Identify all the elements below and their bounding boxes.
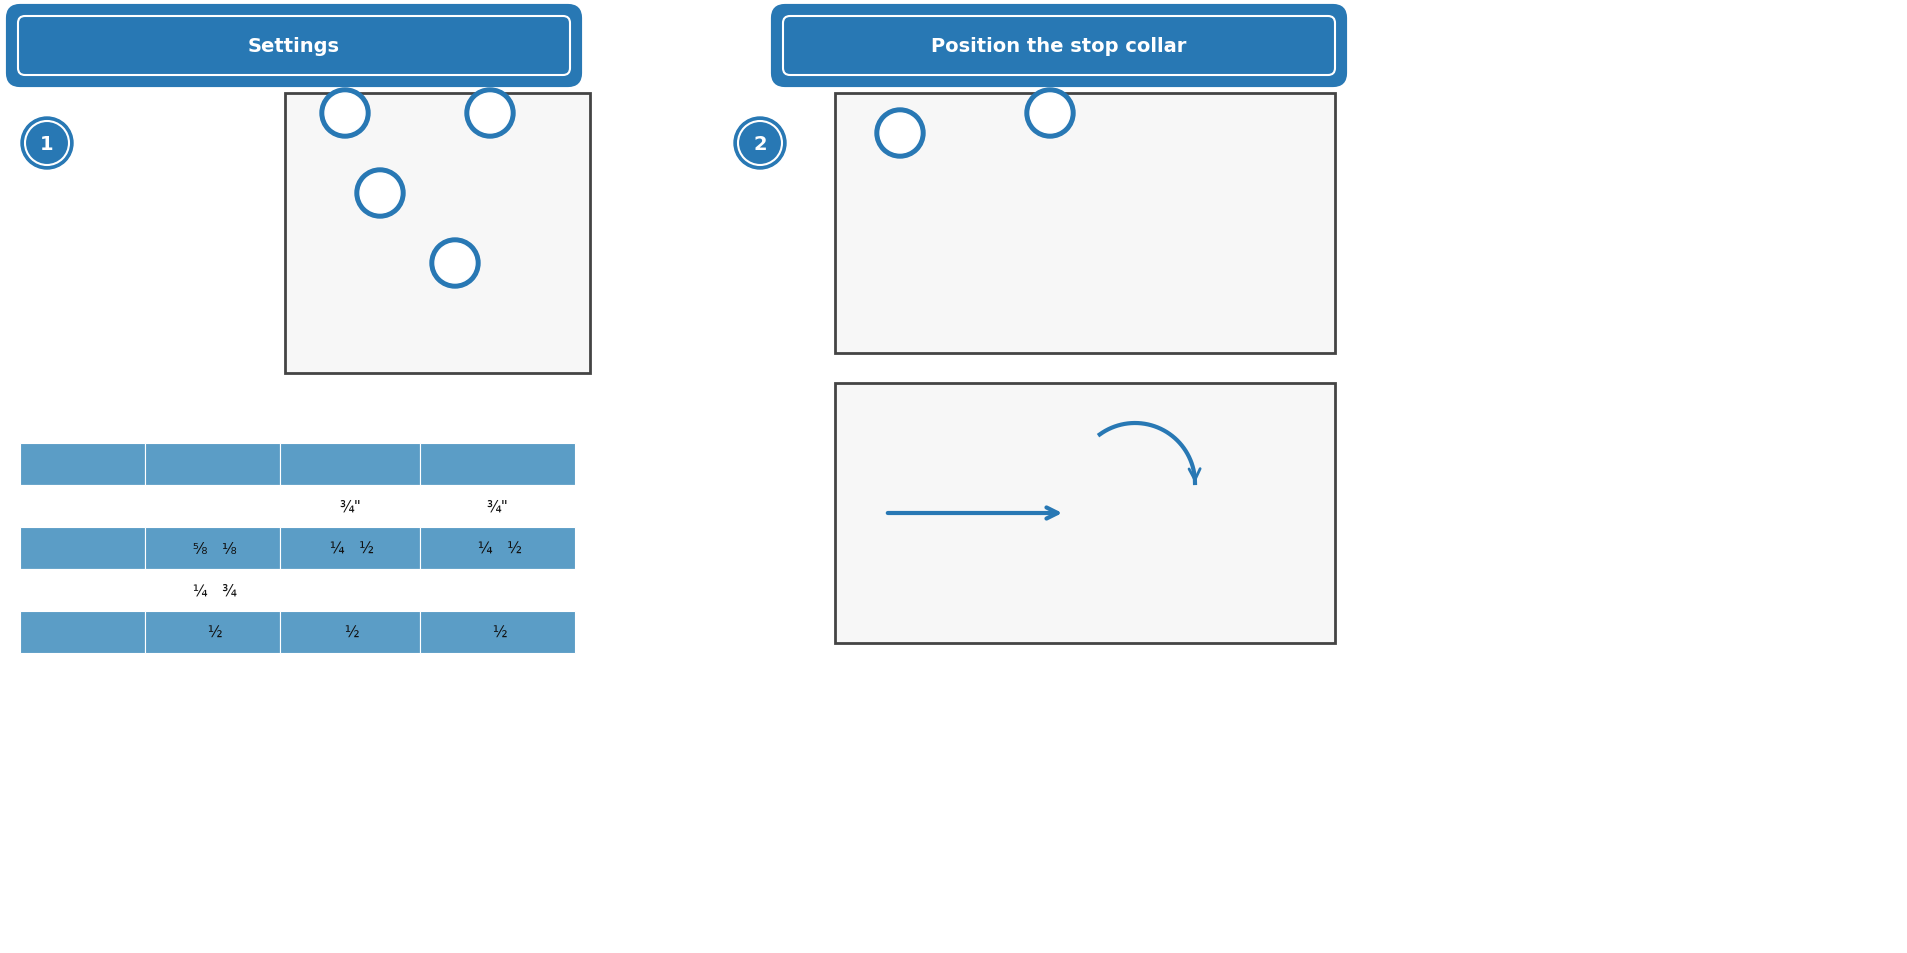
Text: 1: 1	[40, 134, 53, 153]
Circle shape	[429, 239, 481, 289]
Circle shape	[1024, 89, 1074, 139]
Circle shape	[355, 169, 404, 219]
Circle shape	[320, 89, 370, 139]
Circle shape	[875, 109, 925, 159]
Text: 2: 2	[753, 134, 767, 153]
Circle shape	[469, 94, 509, 133]
Bar	[835, 384, 1335, 643]
Bar	[145, 443, 280, 485]
Text: ½: ½	[339, 625, 360, 639]
FancyBboxPatch shape	[8, 7, 580, 86]
Bar	[19, 612, 145, 654]
FancyBboxPatch shape	[772, 7, 1344, 86]
Bar	[19, 527, 145, 569]
Bar	[280, 569, 420, 612]
Circle shape	[324, 94, 364, 133]
Text: ¾": ¾"	[486, 499, 507, 514]
Text: Settings: Settings	[248, 37, 339, 56]
Bar	[420, 443, 574, 485]
Text: ¾": ¾"	[339, 499, 360, 514]
Circle shape	[1030, 94, 1070, 133]
Circle shape	[734, 118, 786, 170]
Bar	[19, 569, 145, 612]
Text: ¼   ¾: ¼ ¾	[189, 583, 236, 598]
Text: ¼   ½: ¼ ½	[326, 541, 374, 556]
Bar	[19, 485, 145, 527]
Circle shape	[21, 118, 72, 170]
Bar	[19, 443, 145, 485]
Text: ⁵⁄₈   ¹⁄₈: ⁵⁄₈ ¹⁄₈	[189, 541, 236, 556]
Text: ½: ½	[202, 625, 223, 639]
Bar	[280, 485, 420, 527]
Bar	[280, 443, 420, 485]
Bar	[420, 569, 574, 612]
Bar	[145, 569, 280, 612]
Text: ½: ½	[488, 625, 507, 639]
Text: Position the stop collar: Position the stop collar	[931, 37, 1186, 56]
Bar	[280, 612, 420, 654]
Bar	[420, 612, 574, 654]
Bar	[145, 485, 280, 527]
Circle shape	[360, 173, 400, 213]
Circle shape	[465, 89, 515, 139]
Circle shape	[879, 113, 919, 153]
Circle shape	[435, 244, 475, 284]
Bar	[420, 485, 574, 527]
FancyBboxPatch shape	[17, 17, 570, 76]
FancyBboxPatch shape	[782, 17, 1335, 76]
Bar	[145, 612, 280, 654]
Bar	[284, 94, 589, 374]
Bar	[280, 527, 420, 569]
Bar	[420, 527, 574, 569]
Text: ¼   ½: ¼ ½	[473, 541, 523, 556]
Bar	[835, 94, 1335, 354]
Bar	[145, 527, 280, 569]
